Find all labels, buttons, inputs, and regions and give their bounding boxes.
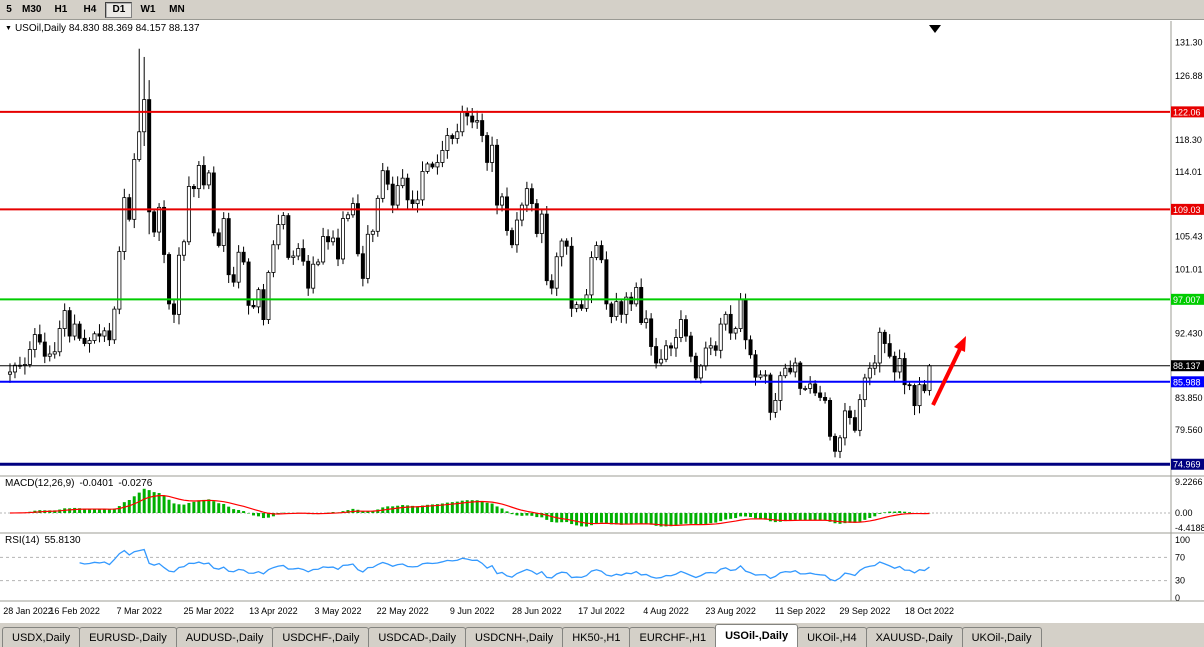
chart-tab-ukoil-daily[interactable]: UKOil-,Daily (961, 627, 1042, 647)
chart-window: 131.30 126.88 118.30 114.01 105.43 101.01 92.4… (0, 21, 1204, 622)
date-label: 18 Oct 2022 (905, 606, 954, 616)
price-tick: 118.30 (1175, 135, 1202, 145)
date-label: 23 Aug 2022 (705, 606, 756, 616)
macd-tick: -4.4188 (1175, 523, 1204, 533)
timeframe-toolbar: 5 M30 H1 H4 D1 W1 MN (0, 0, 1204, 20)
price-tag-109.03: 109.03 (1171, 203, 1204, 215)
macd-value: -0.0401 (79, 478, 114, 489)
svg-text:85.988: 85.988 (1173, 377, 1201, 387)
chevron-down-icon[interactable]: ▼ (5, 25, 12, 32)
svg-text:74.969: 74.969 (1173, 460, 1201, 470)
svg-text:97.007: 97.007 (1173, 295, 1201, 305)
scroll-to-end-marker[interactable] (929, 25, 941, 33)
date-label: 3 May 2022 (315, 606, 362, 616)
rsi-tick: 100 (1175, 535, 1190, 545)
date-label: 22 May 2022 (377, 606, 429, 616)
date-label: 13 Apr 2022 (249, 606, 298, 616)
price-tag-97.007: 97.007 (1171, 293, 1204, 305)
quote-text: USOil,Daily 84.830 88.369 84.157 88.137 (14, 23, 200, 34)
rsi-label: RSI(14) 55.8130 (5, 535, 86, 546)
timeframe-button-5[interactable]: 5 (2, 1, 16, 18)
price-tick: 83.850 (1175, 393, 1203, 403)
chart-tab-usdchf-daily[interactable]: USDCHF-,Daily (272, 627, 370, 647)
rsi-tick: 70 (1175, 552, 1185, 562)
macd-signal-value: -0.0276 (118, 478, 153, 489)
timeframe-button-mn[interactable]: MN (163, 1, 191, 18)
timeframe-button-w1[interactable]: W1 (134, 1, 162, 18)
rsi-tick: 30 (1175, 576, 1185, 586)
chart-plot[interactable]: 131.30 126.88 118.30 114.01 105.43 101.01 92.4… (0, 21, 1204, 622)
price-tick: 114.01 (1175, 167, 1202, 177)
macd-signal-line (9, 494, 930, 526)
chart-tab-usdx-daily[interactable]: USDX,Daily (2, 627, 81, 647)
rsi-line (79, 548, 930, 582)
chart-tab-usdcnh-daily[interactable]: USDCNH-,Daily (464, 627, 564, 647)
candlestick-series (7, 48, 932, 459)
price-tick: 92.430 (1175, 329, 1203, 339)
chart-tab-eurchf-h1[interactable]: EURCHF-,H1 (629, 627, 717, 647)
date-label: 28 Jan 2022 (3, 606, 53, 616)
macd-tick: 9.2266 (1175, 477, 1203, 487)
rsi-tick: 0 (1175, 593, 1180, 603)
date-label: 25 Mar 2022 (184, 606, 235, 616)
trend-arrow[interactable] (931, 336, 966, 406)
chart-tab-ukoil-h4[interactable]: UKOil-,H4 (797, 627, 867, 647)
date-label: 29 Sep 2022 (839, 606, 890, 616)
date-label: 4 Aug 2022 (643, 606, 689, 616)
timeframe-button-m30[interactable]: M30 (18, 1, 46, 18)
date-label: 28 Jun 2022 (512, 606, 562, 616)
date-label: 11 Sep 2022 (775, 606, 825, 616)
price-tag-88.137: 88.137 (1171, 360, 1204, 372)
chart-tab-audusd-daily[interactable]: AUDUSD-,Daily (175, 627, 274, 647)
price-tick: 101.01 (1175, 264, 1203, 274)
macd-name: MACD(12,26,9) (5, 478, 75, 489)
rsi-name: RSI(14) (5, 535, 40, 546)
svg-text:109.03: 109.03 (1173, 205, 1201, 215)
chart-tab-xauusd-daily[interactable]: XAUUSD-,Daily (865, 627, 963, 647)
date-label: 9 Jun 2022 (450, 606, 495, 616)
chart-tab-eurusd-daily[interactable]: EURUSD-,Daily (79, 627, 177, 647)
price-tick: 105.43 (1175, 231, 1203, 241)
macd-label: MACD(12,26,9) -0.0401 -0.0276 (5, 478, 157, 489)
rsi-axis[interactable]: 100 70 30 0 (1175, 535, 1190, 603)
price-tick: 126.88 (1175, 71, 1203, 81)
price-tag-122.06: 122.06 (1171, 106, 1204, 118)
macd-tick: 0.00 (1175, 508, 1193, 518)
timeframe-button-h4[interactable]: H4 (76, 1, 104, 18)
chart-tab-hk50-h1[interactable]: HK50-,H1 (562, 627, 631, 647)
quote-line: ▼ USOil,Daily 84.830 88.369 84.157 88.137 (5, 23, 200, 34)
macd-axis[interactable]: 9.2266 0.00 -4.4188 (1175, 477, 1204, 533)
date-label: 17 Jul 2022 (578, 606, 625, 616)
svg-text:122.06: 122.06 (1173, 107, 1201, 117)
timeframe-button-h1[interactable]: H1 (47, 1, 75, 18)
price-axis[interactable]: 131.30 126.88 118.30 114.01 105.43 101.01 92.4… (1171, 38, 1204, 470)
price-tag-74.969: 74.969 (1171, 458, 1204, 470)
chart-tab-usdcad-daily[interactable]: USDCAD-,Daily (368, 627, 466, 647)
price-tick: 79.560 (1175, 425, 1203, 435)
price-tag-85.988: 85.988 (1171, 376, 1204, 388)
svg-text:88.137: 88.137 (1173, 361, 1201, 371)
chart-tab-usoil-daily[interactable]: USOil-,Daily (715, 624, 799, 647)
date-label: 7 Mar 2022 (116, 606, 162, 616)
price-tick: 131.30 (1175, 38, 1203, 48)
date-label: 16 Feb 2022 (49, 606, 100, 616)
chart-tab-bar: USDX,Daily EURUSD-,Daily AUDUSD-,Daily USDC… (0, 622, 1204, 647)
timeframe-button-d1[interactable]: D1 (105, 1, 133, 18)
rsi-value: 55.8130 (44, 535, 81, 546)
